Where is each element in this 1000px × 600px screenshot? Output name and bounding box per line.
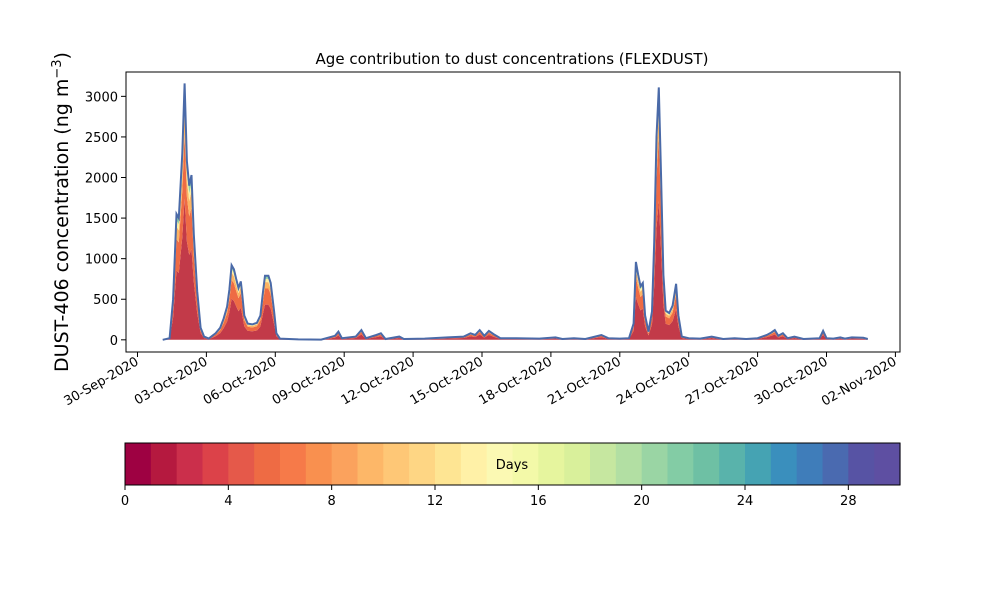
colorbar-cell: [202, 443, 229, 485]
colorbar-cell: [770, 443, 798, 485]
colorbar-cell: [125, 443, 152, 485]
colorbar-cell: [848, 443, 875, 485]
area-layers: [162, 83, 868, 340]
colorbar-cell: [796, 443, 824, 485]
colorbar-label: Days: [496, 458, 529, 473]
y-axis-label-close: ): [51, 52, 73, 59]
plot-frame: [125, 71, 901, 353]
colorbar-cell: [305, 443, 333, 485]
x-tick-label: 30-Sep-2020: [62, 354, 142, 409]
x-tick-label: 06-Oct-2020: [201, 354, 279, 408]
y-tick-label: 0: [110, 334, 118, 349]
colorbar-cell: [435, 443, 462, 485]
colorbar-cell: [486, 443, 514, 485]
colorbar-cell: [667, 443, 694, 485]
x-tick-label: 12-Oct-2020: [339, 354, 417, 408]
x-tick-label: 15-Oct-2020: [408, 354, 486, 408]
x-tick-label: 09-Oct-2020: [270, 354, 348, 408]
colorbar-frame: [124, 442, 901, 486]
x-tick-label: 03-Oct-2020: [132, 354, 210, 408]
colorbar-cell: [538, 443, 565, 485]
colorbar-cell: [254, 443, 281, 485]
y-axis-label: DUST-406 concentration (ng m−3): [50, 52, 73, 372]
y-axis-label-exponent: −3: [50, 59, 65, 78]
colorbar-cell: [150, 443, 178, 485]
total-series-line: [162, 83, 869, 341]
y-tick-label: 2500: [85, 131, 118, 146]
colorbar-cell: [512, 443, 539, 485]
colorbar-ticks: 0 4 8 12 16 20 24 28: [121, 485, 857, 509]
colorbar-tick-label: 12: [427, 494, 444, 509]
x-tick-label: 30-Oct-2020: [752, 354, 830, 408]
y-axis-label-main: DUST-406 concentration (ng m: [51, 79, 73, 372]
x-tick-label: 27-Oct-2020: [683, 354, 761, 408]
colorbar-cell: [745, 443, 772, 485]
colorbar-cell: [176, 443, 204, 485]
colorbar-cell: [460, 443, 488, 485]
colorbar-tick-label: 8: [328, 494, 336, 509]
colorbar-cell: [874, 443, 901, 485]
colorbar-cell: [641, 443, 669, 485]
area-layer-0: [162, 198, 868, 340]
colorbar-cells: [125, 443, 901, 485]
x-tick-label: 24-Oct-2020: [614, 354, 692, 408]
x-tick-label: 18-Oct-2020: [477, 354, 555, 408]
x-tick-label: 21-Oct-2020: [545, 354, 623, 408]
y-axis: 0 500 1000 1500 2000 2500 3000: [85, 90, 126, 349]
x-axis: 30-Sep-202003-Oct-202006-Oct-202009-Oct-…: [62, 352, 899, 409]
colorbar-cell: [357, 443, 384, 485]
chart-title: Age contribution to dust concentrations …: [316, 50, 709, 68]
colorbar-tick-label: 28: [840, 494, 857, 509]
colorbar-tick-label: 0: [121, 494, 129, 509]
colorbar-cell: [383, 443, 410, 485]
y-tick-label: 2000: [85, 172, 118, 187]
colorbar-cell: [280, 443, 307, 485]
plot-area: [125, 71, 901, 353]
y-tick-label: 1500: [85, 212, 118, 227]
colorbar-cell: [409, 443, 436, 485]
colorbar-cell: [228, 443, 255, 485]
colorbar-tick-label: 20: [633, 494, 650, 509]
colorbar: Days 0 4 8 12 16 20 24 28: [121, 442, 901, 509]
colorbar-cell: [615, 443, 643, 485]
colorbar-tick-label: 4: [224, 494, 232, 509]
colorbar-cell: [693, 443, 720, 485]
colorbar-cell: [719, 443, 746, 485]
colorbar-cell: [822, 443, 849, 485]
x-tick-label: 02-Nov-2020: [819, 354, 899, 409]
y-tick-label: 3000: [85, 90, 118, 105]
colorbar-cell: [564, 443, 591, 485]
colorbar-cell: [331, 443, 359, 485]
y-tick-label: 1000: [85, 253, 118, 268]
colorbar-tick-label: 16: [530, 494, 547, 509]
colorbar-cell: [590, 443, 617, 485]
y-tick-label: 500: [93, 293, 118, 308]
colorbar-tick-label: 24: [737, 494, 754, 509]
